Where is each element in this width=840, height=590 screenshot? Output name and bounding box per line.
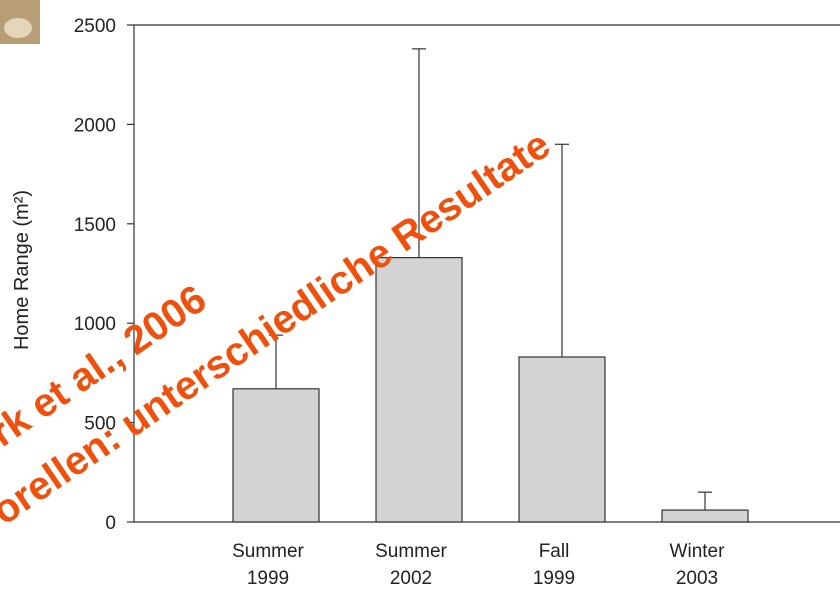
y-tick-label: 1500: [74, 215, 116, 236]
x-tick-label: 2002: [390, 568, 432, 589]
y-tick-label: 2500: [74, 16, 116, 37]
chart: Home Range (m²) 05001000150020002500Summ…: [0, 0, 840, 590]
bar: [233, 389, 319, 522]
x-tick-label: Summer: [375, 541, 447, 562]
x-tick-label: 2003: [676, 568, 718, 589]
x-tick-label: Summer: [232, 541, 304, 562]
x-tick-label: Winter: [670, 541, 726, 562]
photo-detail: [4, 18, 32, 38]
bar: [376, 258, 462, 522]
bar: [662, 510, 748, 522]
bar: [519, 357, 605, 522]
x-tick-label: Fall: [539, 541, 570, 562]
y-tick-label: 2000: [74, 115, 116, 136]
x-tick-label: 1999: [533, 568, 575, 589]
y-tick-label: 0: [105, 513, 116, 534]
x-tick-label: 1999: [247, 568, 289, 589]
y-axis-label: Home Range (m²): [11, 190, 33, 350]
